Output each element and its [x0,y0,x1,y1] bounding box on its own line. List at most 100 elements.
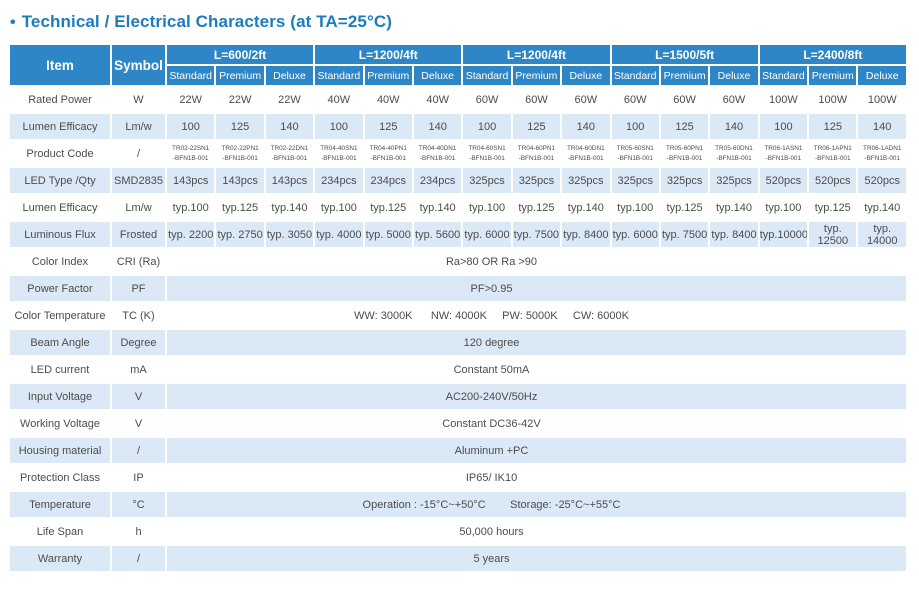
table-row: Rated Power W 22W 22W 22W 40W 40W 40W 60W 60W 60W 6… [10,87,906,112]
cell-value: typ. 8400 [562,222,610,247]
subcol-header: Standard [759,66,808,85]
table-row: Input Voltage V AC200-240V/50Hz [10,384,906,409]
cell-value: 143pcs [216,168,264,193]
table-row: Luminous Flux Frosted typ. 2200 typ. 2750 ty… [10,222,906,247]
cell-value: 140 [710,114,758,139]
subcol-header: Deluxe [413,66,462,85]
cell-value: 100W [809,87,857,112]
section-title-text: Technical / Electrical Characters (at TA… [21,12,392,31]
cell-value: TR06-1ADN1 -BFN1B-001 [858,141,906,166]
subcol-header: Deluxe [265,66,314,85]
row-symbol: Lm/w [112,195,165,220]
cell-value: 520pcs [759,168,808,193]
subcol-header: Deluxe [562,66,610,85]
table-row: Lumen Efficacy Lm/w 100 125 140 100 125 140 100 1… [10,114,906,139]
cell-merged-value: 120 degree [167,330,906,355]
cell-value: typ. 6000 [463,222,511,247]
cell-value: typ.100 [611,195,659,220]
table-row: Life Span h 50,000 hours [10,519,906,544]
table-row: Warranty/5 years [10,546,906,571]
cell-value: 234pcs [315,168,363,193]
subcol-header: Standard [611,66,659,85]
cell-value: 325pcs [562,168,610,193]
cell-merged-value: Ra>80 OR Ra >90 [167,249,906,274]
row-symbol: SMD2835 [112,168,165,193]
row-symbol: PF [112,276,165,301]
cell-value: 40W [315,87,363,112]
row-item-label: LED Type /Qty [10,168,110,193]
spec-table-header: Item Symbol L=600/2ft L=1200/4ft L=1200/4ft L… [10,45,906,85]
cell-value: typ.125 [809,195,857,220]
cell-value: 140 [265,114,314,139]
cell-merged-value: Aluminum +PC [167,438,906,463]
table-row: Product Code / TR02-22SN1 -BFN1B-001 TR02-2… [10,141,906,166]
cell-value: 60W [512,87,561,112]
cell-value: typ. 5600 [413,222,462,247]
subcol-header: Premium [512,66,561,85]
col-header-item: Item [10,45,110,85]
table-row: Color Index CRI (Ra) Ra>80 OR Ra >90 [10,249,906,274]
cell-value: typ.140 [710,195,758,220]
cell-value: typ.125 [660,195,709,220]
group-header-4: L=2400/8ft [759,45,906,64]
cell-value: typ. 14000 [858,222,906,247]
cell-value: 100 [315,114,363,139]
subcol-header: Premium [809,66,857,85]
cell-value: typ. 5000 [364,222,412,247]
subcol-header: Premium [660,66,709,85]
cell-merged-value: PF>0.95 [167,276,906,301]
cell-value: 140 [858,114,906,139]
bullet-icon: • [10,14,16,31]
cell-value: typ.125 [364,195,412,220]
cell-value: 234pcs [364,168,412,193]
cell-value: 60W [660,87,709,112]
row-symbol: h [112,519,165,544]
cell-merged-value: Constant DC36-42V [167,411,906,436]
table-row: LED current mA Constant 50mA [10,357,906,382]
table-row: Color Temperature TC (K) WW: 3000K NW: 400… [10,303,906,328]
cell-value: 100 [759,114,808,139]
cell-value: 100 [167,114,215,139]
cell-value: TR04-60PN1 -BFN1B-001 [512,141,561,166]
row-item-label: Housing material [10,438,110,463]
subcol-header: Standard [463,66,511,85]
cell-value: 140 [413,114,462,139]
cell-value: 125 [512,114,561,139]
row-item-label: Input Voltage [10,384,110,409]
cell-value: TR04-40DN1 -BFN1B-001 [413,141,462,166]
cell-value: 22W [265,87,314,112]
cell-value: 60W [562,87,610,112]
row-item-label: Power Factor [10,276,110,301]
cell-value: 40W [364,87,412,112]
cell-value: TR05-60SN1 -BFN1B-001 [611,141,659,166]
subcol-header: Premium [364,66,412,85]
row-symbol: CRI (Ra) [112,249,165,274]
row-symbol: Lm/w [112,114,165,139]
cell-merged-value: Operation : -15°C~+50°C Storage: -25°C~+… [167,492,906,517]
cell-value: 234pcs [413,168,462,193]
row-symbol: TC (K) [112,303,165,328]
row-symbol: °C [112,492,165,517]
cell-value: typ.140 [562,195,610,220]
row-symbol: V [112,384,165,409]
row-item-label: Life Span [10,519,110,544]
cell-value: 100W [759,87,808,112]
cell-value: 60W [710,87,758,112]
row-symbol: mA [112,357,165,382]
row-item-label: Working Voltage [10,411,110,436]
cell-value: 125 [660,114,709,139]
cell-value: TR04-40PN1 -BFN1B-001 [364,141,412,166]
row-symbol: / [112,438,165,463]
cell-value: typ.140 [858,195,906,220]
cell-value: 60W [463,87,511,112]
cell-value: typ.125 [512,195,561,220]
cell-value: TR06-1ASN1 -BFN1B-001 [759,141,808,166]
cell-value: 143pcs [167,168,215,193]
group-header-2: L=1200/4ft [463,45,610,64]
cell-value: 22W [216,87,264,112]
cell-value: 325pcs [512,168,561,193]
cell-merged-value: 5 years [167,546,906,571]
col-header-symbol: Symbol [112,45,165,85]
cell-value: TR06-1APN1 -BFN1B-001 [809,141,857,166]
cell-value: TR04-40SN1 -BFN1B-001 [315,141,363,166]
